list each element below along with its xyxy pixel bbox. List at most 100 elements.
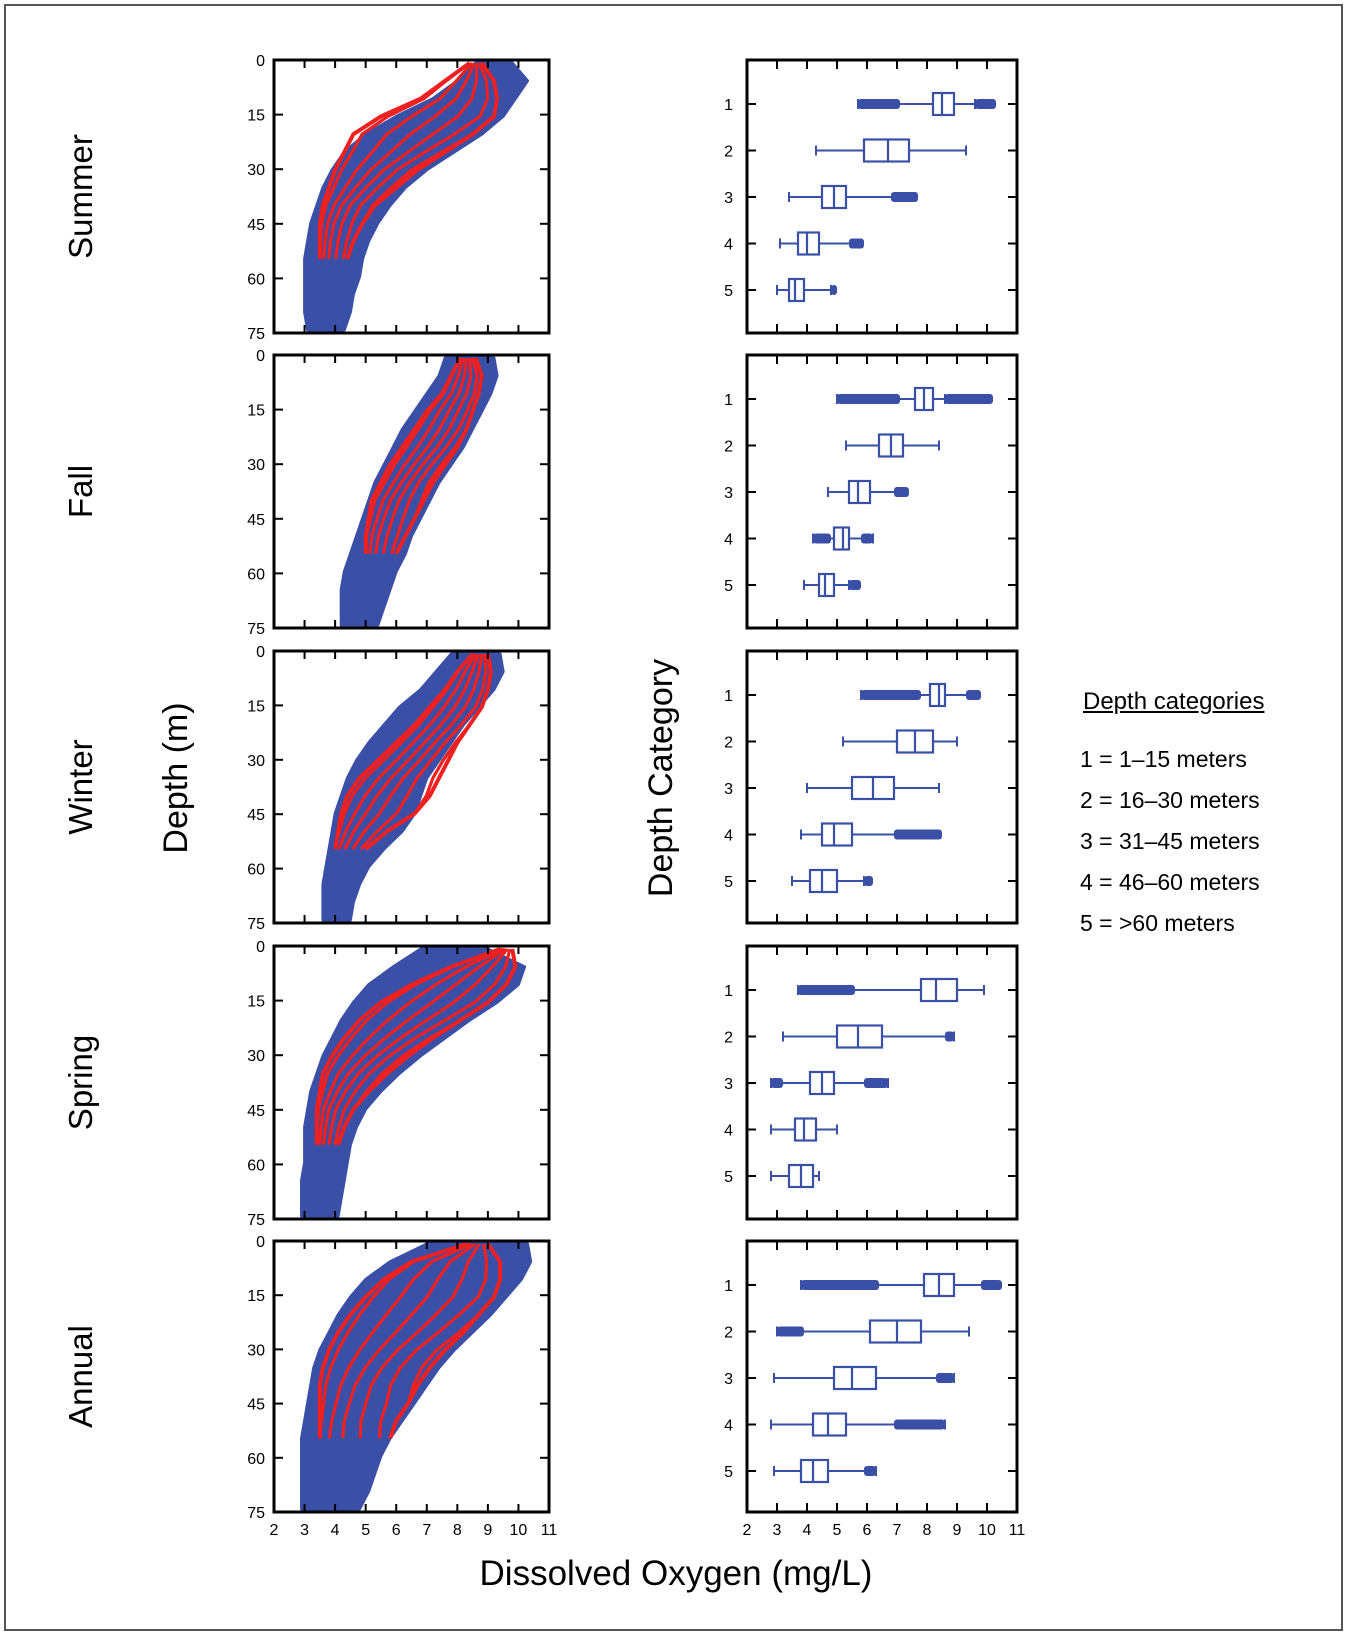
- profile-frame: [272, 353, 551, 630]
- profile-trace-edge: [314, 947, 501, 1145]
- profile-trace-highlight: [327, 62, 476, 259]
- y-tick-label: 1: [724, 688, 733, 705]
- box-outliers: [945, 1031, 954, 1042]
- profile-trace-highlight: [389, 357, 479, 555]
- y-tick-label: 4: [724, 828, 733, 845]
- profile-trace-highlight: [318, 1242, 468, 1439]
- y-tick-label: 4: [724, 237, 733, 254]
- x-tick-label: 8: [453, 1522, 462, 1539]
- profile-trace-highlight: [381, 357, 473, 555]
- profile-panel-summer: [272, 58, 551, 335]
- box-outliers: [936, 1373, 954, 1383]
- box-outliers: [801, 1280, 879, 1290]
- y-tick-label: 5: [724, 874, 733, 891]
- y-tick-label: 4: [724, 532, 733, 549]
- box-outliers: [837, 394, 900, 404]
- x-tick-label: 11: [1009, 1522, 1026, 1539]
- x-tick-label: 2: [270, 1522, 279, 1539]
- profile-panel-spring: [272, 944, 551, 1221]
- profile-trace-highlight: [358, 1243, 481, 1439]
- y-tick-label: 75: [247, 326, 265, 343]
- y-tick-label: 30: [247, 753, 265, 770]
- y-tick-label: 5: [724, 578, 733, 595]
- y-tick-label: 2: [724, 144, 733, 161]
- box-outliers: [849, 580, 861, 590]
- x-tick-label: 7: [422, 1522, 431, 1539]
- x-tick-label: 5: [361, 1522, 370, 1539]
- y-tick-label: 45: [247, 1397, 265, 1414]
- profile-trace-highlight: [368, 357, 465, 554]
- x-axis-title: Dissolved Oxygen (mg/L): [480, 1554, 873, 1593]
- box-outliers: [894, 487, 909, 497]
- y-tick-label: 3: [724, 485, 733, 502]
- y-tick-label: 5: [724, 283, 733, 300]
- season-label: Fall: [62, 465, 99, 518]
- profile-trace-edge: [317, 61, 471, 259]
- profile-trace-highlight: [322, 947, 506, 1145]
- box-iqr: [793, 1117, 818, 1142]
- box-outliers: [891, 192, 918, 202]
- box-outliers: [777, 1326, 804, 1337]
- y-tick-label: 60: [247, 566, 265, 583]
- profile-trace-highlight: [327, 1242, 472, 1439]
- legend-item: 4 = 46–60 meters: [1080, 869, 1260, 895]
- y-tick-label: 0: [256, 644, 265, 661]
- x-tick-label: 3: [300, 1522, 309, 1539]
- box-outliers: [894, 1419, 945, 1430]
- y-tick-label: 15: [247, 1288, 265, 1305]
- x-tick-label: 2: [743, 1522, 752, 1539]
- profile-trace-highlight: [374, 357, 469, 555]
- box-outliers: [849, 238, 864, 249]
- y-tick-label: 75: [247, 1212, 265, 1229]
- box-outliers: [975, 99, 996, 109]
- profile-trace-edge: [364, 653, 493, 851]
- season-label: Winter: [62, 739, 99, 834]
- y-tick-label: 30: [247, 162, 265, 179]
- y-tick-label: 3: [724, 781, 733, 798]
- box-outliers: [945, 394, 993, 404]
- y-tick-label: 2: [724, 439, 733, 456]
- y-tick-label: 0: [256, 53, 265, 70]
- box-iqr: [919, 977, 959, 1003]
- y-tick-label: 75: [247, 621, 265, 638]
- boxplot-frame: [745, 1239, 1019, 1514]
- legend-item: 3 = 31–45 meters: [1080, 828, 1260, 854]
- x-tick-label: 3: [773, 1522, 782, 1539]
- box-outliers: [813, 533, 831, 544]
- profile-trace-highlight: [377, 1243, 489, 1439]
- box-iqr: [832, 1365, 878, 1391]
- profile-trace-highlight: [337, 653, 478, 850]
- y-tick-label: 2: [724, 735, 733, 752]
- box-iqr: [832, 526, 851, 551]
- profile-trace-edge: [336, 948, 518, 1146]
- box-outliers: [831, 285, 837, 295]
- box-iqr: [868, 1319, 923, 1344]
- y-tick-label: 3: [724, 1076, 733, 1093]
- box-iqr: [835, 1024, 884, 1049]
- y-tick-label: 60: [247, 1451, 265, 1468]
- profile-trace-edge: [363, 357, 463, 554]
- box-outliers: [864, 1466, 876, 1476]
- box-outliers: [771, 1078, 783, 1088]
- y-tick-label: 5: [724, 1169, 733, 1186]
- profile-trace-highlight: [351, 653, 484, 850]
- depth-category-legend: Depth categories 1 = 1–15 meters 2 = 16–…: [1080, 688, 1320, 944]
- x-tick-label: 8: [923, 1522, 932, 1539]
- box-outliers: [981, 1280, 1002, 1290]
- profile-trace-highlight: [333, 948, 512, 1146]
- profile-trace-highlight: [322, 61, 474, 259]
- y-tick-label: 4: [724, 1123, 733, 1140]
- profile-panel-fall: [272, 353, 551, 630]
- profile-trace-edge: [345, 61, 500, 260]
- y-tick-label: 3: [724, 1371, 733, 1388]
- y-tick-label: 15: [247, 994, 265, 1011]
- y-tick-label: 30: [247, 1048, 265, 1065]
- box-iqr: [811, 1412, 848, 1437]
- profile-trace-edge: [394, 357, 484, 555]
- x-tick-label: 9: [953, 1522, 962, 1539]
- right-y-axis-title: Depth Category: [642, 659, 680, 897]
- box-iqr: [808, 868, 839, 894]
- box-outliers: [864, 1078, 888, 1088]
- profile-trace-highlight: [341, 62, 490, 260]
